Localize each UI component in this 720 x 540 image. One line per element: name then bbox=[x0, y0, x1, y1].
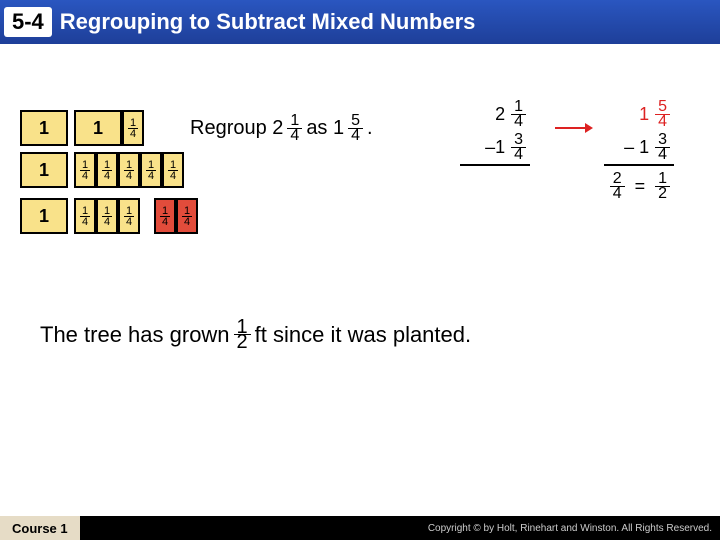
equals: = bbox=[635, 176, 646, 197]
footer-bar: Course 1 Copyright © by Holt, Rinehart a… bbox=[0, 516, 720, 540]
fraction: 34 bbox=[511, 133, 526, 162]
frac-num: 1 bbox=[128, 118, 138, 129]
arith-col-regrouped: 1 54 – 1 34 24 = 12 bbox=[604, 100, 674, 201]
regroup-suffix: . bbox=[367, 117, 373, 140]
sentence-pre: The tree has grown bbox=[40, 322, 230, 348]
frac-num: 1 bbox=[80, 160, 90, 171]
frac-den: 4 bbox=[104, 171, 110, 181]
frac-den: 4 bbox=[170, 171, 176, 181]
lesson-badge: 5-4 bbox=[4, 7, 52, 37]
unit-tile: 1 bbox=[20, 110, 68, 146]
frac-den: 4 bbox=[162, 217, 168, 227]
fraction: 1 4 bbox=[287, 114, 302, 143]
frac-den: 4 bbox=[82, 217, 88, 227]
frac-num: 1 bbox=[124, 160, 134, 171]
frac-num: 1 bbox=[182, 206, 192, 217]
subtrahend: –1 34 bbox=[460, 133, 530, 166]
fraction: 1 2 bbox=[234, 320, 251, 349]
quarter-tile: 14 bbox=[96, 152, 118, 188]
quarter-tile: 14 bbox=[118, 152, 140, 188]
frac-num: 1 bbox=[124, 206, 134, 217]
difference: 24 = 12 bbox=[604, 172, 674, 201]
tile-row: 1 1 1 4 bbox=[20, 110, 198, 146]
tile-row: 1 14 14 14 14 14 bbox=[20, 198, 198, 234]
fraction: 5 4 bbox=[348, 114, 363, 143]
frac-num: 1 bbox=[160, 206, 170, 217]
tile-diagram: 1 1 1 4 1 14 14 14 14 14 1 14 14 14 14 bbox=[20, 110, 198, 240]
tile-row: 1 14 14 14 14 14 bbox=[20, 152, 198, 188]
fraction: 12 bbox=[655, 172, 670, 201]
fraction: 34 bbox=[655, 133, 670, 162]
frac-den: 2 bbox=[234, 335, 251, 349]
quarter-tile: 14 bbox=[162, 152, 184, 188]
quarter-tile: 14 bbox=[74, 152, 96, 188]
regroup-caption: Regroup 2 1 4 as 1 5 4 . bbox=[190, 114, 373, 143]
minuend: 1 54 bbox=[604, 100, 674, 129]
regroup-pre: Regroup 2 bbox=[190, 117, 283, 140]
lesson-title: Regrouping to Subtract Mixed Numbers bbox=[60, 9, 476, 35]
arith-col-original: 2 14 –1 34 bbox=[460, 100, 530, 170]
frac-den: 4 bbox=[511, 115, 526, 129]
fraction: 24 bbox=[610, 172, 625, 201]
header-bar: 5-4 Regrouping to Subtract Mixed Numbers bbox=[0, 0, 720, 44]
unit-tile: 1 bbox=[74, 110, 122, 146]
unit-tile: 1 bbox=[20, 198, 68, 234]
frac-den: 4 bbox=[511, 148, 526, 162]
arithmetic-work: 2 14 –1 34 1 54 – 1 34 24 = 12 bbox=[460, 100, 694, 201]
unit-tile: 1 bbox=[20, 152, 68, 188]
sentence-post: ft since it was planted. bbox=[255, 322, 471, 348]
whole-part: 1 bbox=[639, 104, 649, 125]
quarter-tile: 14 bbox=[118, 198, 140, 234]
frac-num: 1 bbox=[146, 160, 156, 171]
frac-num: 1 bbox=[80, 206, 90, 217]
frac-den: 4 bbox=[655, 115, 670, 129]
frac-den: 4 bbox=[126, 171, 132, 181]
fraction: 54 bbox=[655, 100, 670, 129]
whole-part: – 1 bbox=[624, 137, 649, 158]
quarter-tile-removed: 14 bbox=[176, 198, 198, 234]
frac-den: 4 bbox=[287, 129, 302, 143]
quarter-tile: 14 bbox=[74, 198, 96, 234]
frac-num: 1 bbox=[102, 160, 112, 171]
frac-den: 4 bbox=[655, 148, 670, 162]
frac-den: 4 bbox=[126, 217, 132, 227]
frac-den: 4 bbox=[348, 129, 363, 143]
quarter-tile: 14 bbox=[140, 152, 162, 188]
copyright-text: Copyright © by Holt, Rinehart and Winsto… bbox=[428, 523, 720, 534]
frac-num: 1 bbox=[102, 206, 112, 217]
quarter-tile-removed: 14 bbox=[154, 198, 176, 234]
regroup-mid: as 1 bbox=[306, 117, 344, 140]
course-label: Course 1 bbox=[0, 516, 80, 540]
quarter-tile: 1 4 bbox=[122, 110, 144, 146]
fraction: 14 bbox=[511, 100, 526, 129]
frac-den: 4 bbox=[104, 217, 110, 227]
frac-den: 4 bbox=[184, 217, 190, 227]
frac-den: 4 bbox=[610, 187, 625, 201]
answer-sentence: The tree has grown 1 2 ft since it was p… bbox=[40, 320, 471, 349]
frac-den: 4 bbox=[148, 171, 154, 181]
frac-den: 4 bbox=[130, 129, 136, 139]
whole-part: 2 bbox=[495, 104, 505, 125]
frac-den: 4 bbox=[82, 171, 88, 181]
minuend: 2 14 bbox=[460, 100, 530, 129]
frac-den: 2 bbox=[655, 187, 670, 201]
frac-num: 1 bbox=[168, 160, 178, 171]
quarter-tile: 14 bbox=[96, 198, 118, 234]
subtrahend: – 1 34 bbox=[604, 133, 674, 166]
arrow-icon bbox=[555, 120, 593, 141]
whole-part: –1 bbox=[485, 137, 505, 158]
